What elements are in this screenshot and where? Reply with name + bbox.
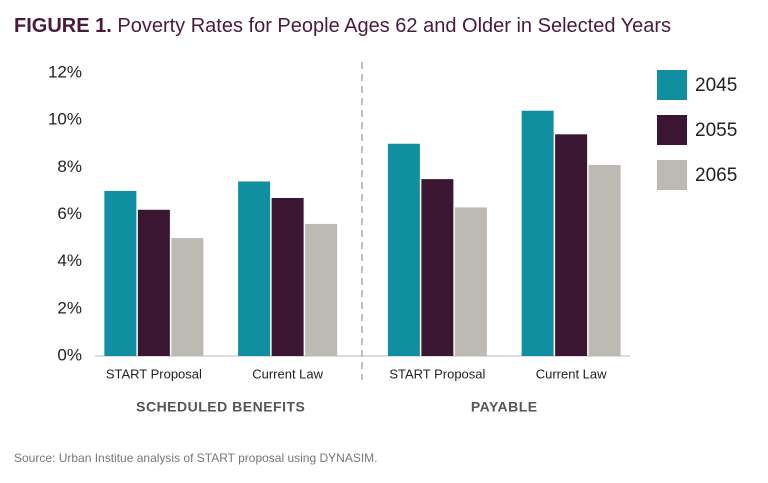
bar: [454, 207, 487, 356]
group-label: PAYABLE: [471, 399, 538, 415]
bar: [238, 181, 271, 356]
legend-label: 2065: [695, 165, 737, 186]
x-tick-label: START Proposal: [389, 366, 485, 381]
y-tick-label: 4%: [57, 251, 82, 270]
y-tick-label: 2%: [57, 298, 82, 317]
title-text: Poverty Rates for People Ages 62 and Old…: [117, 15, 671, 37]
bar: [521, 110, 554, 356]
group-label: SCHEDULED BENEFITS: [136, 399, 305, 415]
y-tick-label: 12%: [48, 62, 82, 81]
bar: [171, 238, 204, 356]
x-tick-label: Current Law: [536, 366, 607, 381]
bar: [137, 209, 170, 356]
chart-title: FIGURE 1. Poverty Rates for People Ages …: [14, 15, 671, 37]
legend-swatch: [657, 115, 687, 145]
y-tick-label: 0%: [57, 345, 82, 364]
bar: [305, 223, 338, 356]
source: Source: Urban Institue analysis of START…: [14, 451, 378, 465]
x-tick-label: START Proposal: [106, 366, 202, 381]
legend-label: 2045: [695, 75, 737, 96]
bar: [271, 197, 304, 356]
y-tick-label: 10%: [48, 110, 82, 129]
legend-label: 2055: [695, 120, 737, 141]
title-prefix: FIGURE 1.: [14, 15, 112, 37]
legend-swatch: [657, 70, 687, 100]
y-tick-label: 8%: [57, 157, 82, 176]
bar: [421, 179, 454, 356]
x-tick-label: Current Law: [252, 366, 323, 381]
bar: [104, 190, 137, 356]
bar: [387, 143, 420, 356]
y-tick-label: 6%: [57, 204, 82, 223]
bar: [555, 134, 588, 356]
legend-swatch: [657, 160, 687, 190]
bar: [588, 164, 621, 356]
